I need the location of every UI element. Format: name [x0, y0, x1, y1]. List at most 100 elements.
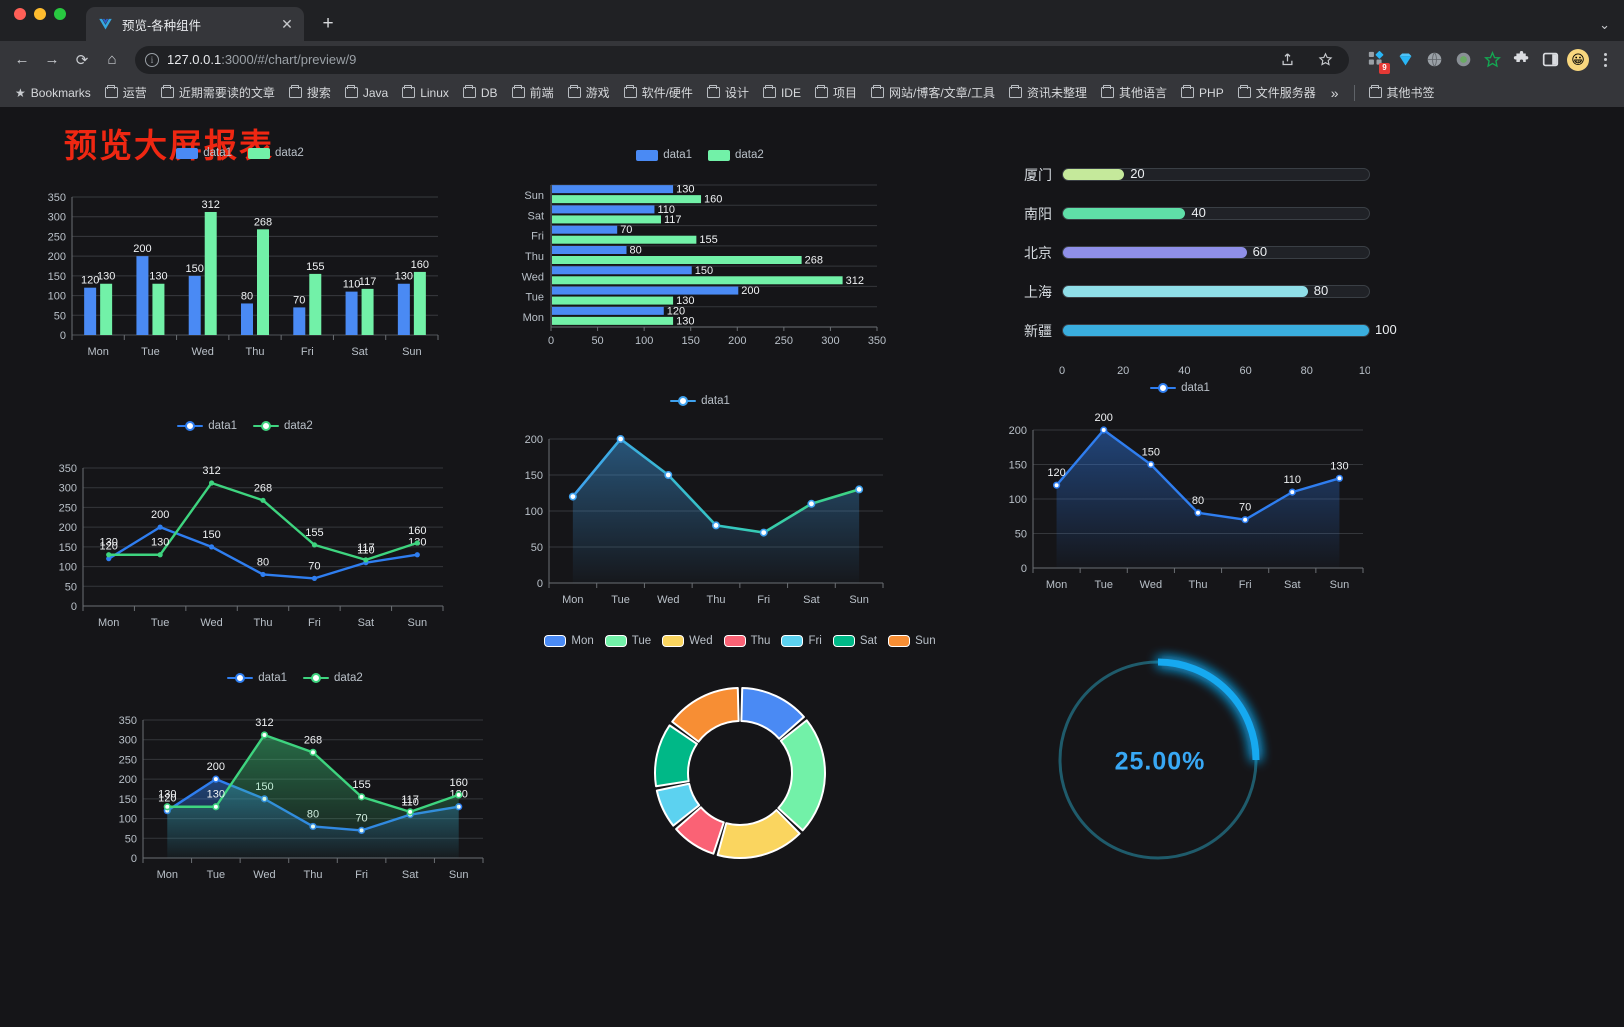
chart-area-double[interactable]: data1 data2 0 50 100 150 200 250 300 350 Mon Tue W…: [95, 672, 495, 932]
bookmark-label: 设计: [724, 86, 749, 100]
back-button[interactable]: ←: [14, 51, 30, 68]
chart-bar-vertical[interactable]: data1 data2 0 50 100 150 200 250 300 350 120 130 M…: [30, 147, 450, 407]
bookmark-folder[interactable]: 游戏: [562, 81, 616, 104]
svg-text:80: 80: [1301, 365, 1313, 377]
chart-donut[interactable]: Mon Tue Wed Thu Fri Sat Sun: [540, 635, 940, 925]
folder-icon: [160, 85, 174, 98]
legend-item-tue[interactable]: Tue: [604, 635, 651, 647]
bookmark-star-icon[interactable]: [1311, 46, 1339, 74]
new-tab-button[interactable]: +: [322, 13, 334, 34]
chart-line-gradient[interactable]: data1 0 50 100 150 200 Mon Tue Wed Thu Fri Sat Sun: [505, 395, 895, 655]
home-button[interactable]: ⌂: [107, 51, 117, 68]
progress-label: 新疆: [1024, 322, 1052, 339]
bookmark-folder[interactable]: 资讯未整理: [1003, 81, 1093, 104]
svg-text:130: 130: [207, 789, 225, 801]
globe-icon[interactable]: [1422, 48, 1446, 72]
legend-item-data2[interactable]: data2: [253, 420, 313, 432]
svg-text:130: 130: [149, 271, 167, 283]
legend-item-sun[interactable]: Sun: [888, 635, 936, 647]
maximize-window-button[interactable]: [54, 7, 66, 20]
bookmark-folder[interactable]: 软件/硬件: [618, 81, 699, 104]
bookmarks-overflow-button[interactable]: »: [1330, 84, 1339, 101]
svg-text:150: 150: [59, 542, 77, 554]
progress-row[interactable]: 北京 60: [1000, 233, 1370, 272]
bookmark-folder[interactable]: PHP: [1175, 83, 1230, 103]
progress-row[interactable]: 厦门 20: [1000, 155, 1370, 194]
legend-swatch: [248, 147, 270, 159]
chart-gauge[interactable]: 25.00%: [1040, 632, 1280, 892]
legend: data1 data2: [30, 147, 450, 159]
bookmarks-manager-item[interactable]: ★ Bookmarks: [9, 83, 97, 103]
svg-text:Sun: Sun: [407, 617, 427, 629]
svg-text:Sun: Sun: [1330, 579, 1350, 591]
chart-line-basic[interactable]: data1 data2 0 50 100 150 200 250 300 350 Mon Tue W…: [35, 420, 455, 680]
legend-item-data2[interactable]: data2: [248, 147, 304, 159]
circle-icon[interactable]: [1451, 48, 1475, 72]
legend-label: Mon: [571, 635, 594, 647]
bookmark-folder[interactable]: IDE: [757, 83, 807, 103]
chart-bar-horizontal[interactable]: data1 data2 Sun 130 160 Sat 110 117 Fri 70 155 Th…: [505, 149, 895, 409]
bookmark-folder[interactable]: 近期需要读的文章: [155, 81, 281, 104]
progress-row[interactable]: 新疆 100: [1000, 311, 1397, 350]
bookmark-folder[interactable]: 搜索: [283, 81, 337, 104]
legend-item-data1[interactable]: data1: [227, 672, 287, 684]
bookmark-folder[interactable]: 网站/博客/文章/工具: [865, 81, 1001, 104]
kebab-menu-icon[interactable]: [1594, 52, 1616, 67]
star-outline-icon[interactable]: [1480, 48, 1504, 72]
tab-strip: 预览-各种组件 ✕ + ⌄: [0, 0, 1624, 41]
minimize-window-button[interactable]: [34, 7, 46, 20]
bookmark-folder[interactable]: Linux: [396, 83, 455, 103]
bookmark-folder[interactable]: DB: [457, 83, 504, 103]
svg-text:50: 50: [531, 542, 543, 554]
other-bookmarks-folder[interactable]: 其他书签: [1363, 81, 1441, 104]
legend-item-data1[interactable]: data1: [176, 147, 232, 159]
browser-tab[interactable]: 预览-各种组件 ✕: [86, 7, 304, 41]
svg-text:160: 160: [450, 777, 468, 789]
info-icon[interactable]: i: [145, 52, 159, 67]
bookmark-folder[interactable]: 设计: [701, 81, 755, 104]
legend-item-data2[interactable]: data2: [708, 149, 764, 161]
chart-progress-bars[interactable]: 厦门 20 南阳 40 北京 60 上海 80 新疆 100 0 20 40 60 80 100: [1000, 155, 1397, 435]
progress-row[interactable]: 上海 80: [1000, 272, 1370, 311]
close-tab-button[interactable]: ✕: [281, 15, 293, 32]
svg-text:Thu: Thu: [525, 251, 544, 263]
legend-item-fri[interactable]: Fri: [781, 635, 822, 647]
legend-item-mon[interactable]: Mon: [544, 635, 594, 647]
legend-item-data2[interactable]: data2: [303, 672, 363, 684]
bookmark-folder[interactable]: 其他语言: [1095, 81, 1173, 104]
forward-button[interactable]: →: [44, 51, 60, 68]
svg-text:Wed: Wed: [522, 271, 544, 283]
bookmark-folder[interactable]: 运营: [99, 81, 153, 104]
legend-item-data1[interactable]: data1: [1150, 382, 1210, 394]
chart-area-single[interactable]: data1 0 50 100 150 200 Mon Tue Wed Thu Fri Sat Sun 1…: [985, 382, 1375, 642]
svg-text:200: 200: [133, 243, 151, 255]
bookmark-folder[interactable]: 文件服务器: [1232, 81, 1322, 104]
legend-item-thu[interactable]: Thu: [723, 635, 770, 647]
bookmark-folder[interactable]: 项目: [809, 81, 863, 104]
svg-text:100: 100: [1009, 494, 1027, 506]
puzzle-icon[interactable]: [1509, 48, 1533, 72]
svg-text:Sun: Sun: [402, 346, 422, 358]
diamond-icon[interactable]: [1393, 48, 1417, 72]
legend-item-data1[interactable]: data1: [177, 420, 237, 432]
reload-button[interactable]: ⟳: [75, 51, 89, 69]
share-icon[interactable]: [1273, 46, 1301, 74]
progress-row[interactable]: 南阳 40: [1000, 194, 1370, 233]
legend-item-sat[interactable]: Sat: [832, 635, 877, 647]
sidepanel-icon[interactable]: [1538, 48, 1562, 72]
progress-fill: [1063, 325, 1369, 336]
bookmark-folder[interactable]: Java: [339, 83, 394, 103]
extension-grid-icon[interactable]: 9: [1364, 48, 1390, 74]
close-window-button[interactable]: [14, 7, 26, 20]
address-bar[interactable]: i 127.0.0.1:3000/#/chart/preview/9: [135, 45, 1349, 74]
chevron-down-icon[interactable]: ⌄: [1599, 17, 1610, 32]
svg-text:160: 160: [704, 194, 722, 206]
legend-item-data1[interactable]: data1: [670, 395, 730, 407]
legend-item-wed[interactable]: Wed: [662, 635, 713, 647]
legend-label: data1: [208, 420, 237, 432]
profile-avatar[interactable]: 😀: [1567, 48, 1589, 71]
legend-item-data1[interactable]: data1: [636, 149, 692, 161]
bookmark-folder[interactable]: 前端: [506, 81, 560, 104]
svg-text:200: 200: [119, 774, 137, 786]
progress-value: 100: [1375, 322, 1397, 337]
